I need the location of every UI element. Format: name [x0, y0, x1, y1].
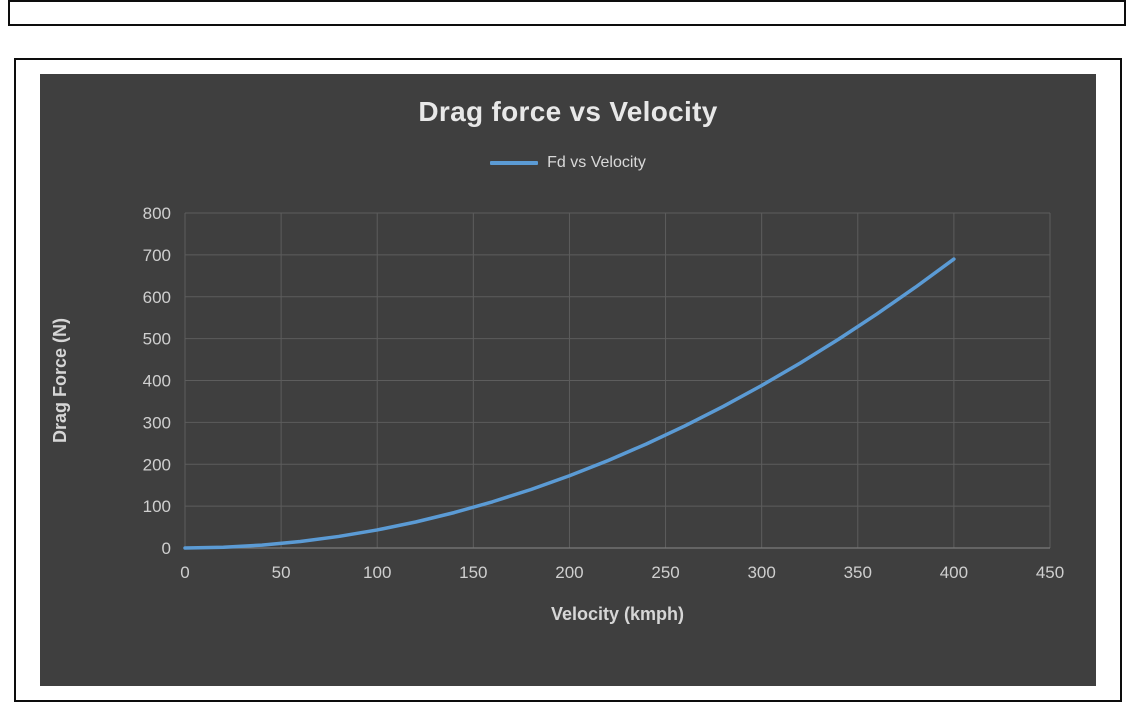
- chart-panel: Drag force vs Velocity Fd vs Velocity 0 1…: [40, 74, 1096, 686]
- y-tick-label: 400: [143, 372, 171, 391]
- x-axis-title: Velocity (kmph): [551, 604, 684, 624]
- y-tick-label: 500: [143, 330, 171, 349]
- x-tick-label: 150: [459, 563, 487, 582]
- x-tick-label: 200: [555, 563, 583, 582]
- y-tick-label: 600: [143, 288, 171, 307]
- x-tick-label: 300: [747, 563, 775, 582]
- x-tick-label: 450: [1036, 563, 1064, 582]
- chart-title: Drag force vs Velocity: [40, 96, 1096, 128]
- y-tick-label: 700: [143, 246, 171, 265]
- x-tick-label: 400: [940, 563, 968, 582]
- legend-line-icon: [490, 161, 538, 165]
- x-tick-label: 250: [651, 563, 679, 582]
- plot-area-wrap: 0 100 200 300 400 500 600 700 800 0 50 100 150 200 250…: [40, 178, 1096, 633]
- y-tick-label: 100: [143, 497, 171, 516]
- x-tick-label: 350: [844, 563, 872, 582]
- top-strip: [8, 0, 1126, 26]
- y-tick-label: 300: [143, 413, 171, 432]
- x-tick-label: 0: [180, 563, 189, 582]
- y-tick-label: 200: [143, 455, 171, 474]
- chart-svg: 0 100 200 300 400 500 600 700 800 0 50 100 150 200 250…: [40, 178, 1096, 633]
- y-tick-label: 800: [143, 204, 171, 223]
- x-tick-label: 50: [272, 563, 291, 582]
- chart-legend: Fd vs Velocity: [40, 154, 1096, 172]
- y-tick-label: 0: [162, 539, 171, 558]
- y-axis-title: Drag Force (N): [50, 318, 70, 443]
- x-tick-label: 100: [363, 563, 391, 582]
- legend-label: Fd vs Velocity: [547, 154, 646, 172]
- chart-box: Drag force vs Velocity Fd vs Velocity 0 1…: [14, 58, 1122, 702]
